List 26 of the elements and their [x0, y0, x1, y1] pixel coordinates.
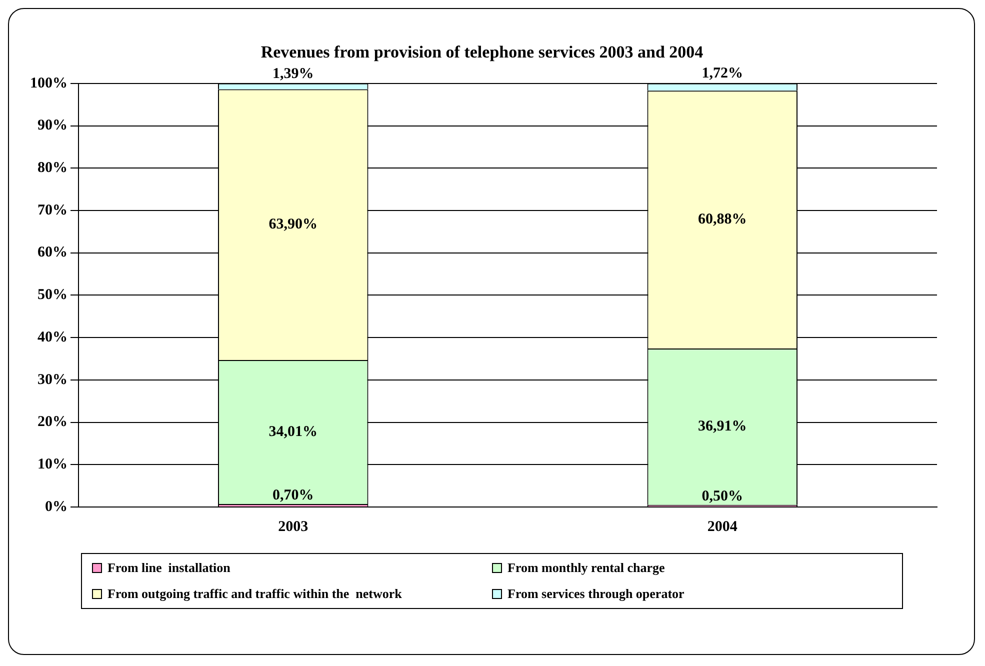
y-tick-label: 40%: [37, 329, 67, 346]
y-tick-label: 20%: [37, 414, 67, 430]
data-label: 0,70%: [272, 487, 314, 504]
y-tick-label: 70%: [37, 202, 67, 218]
x-tick-label: 2003: [278, 518, 308, 535]
y-tick-label: 80%: [37, 160, 67, 176]
data-label: 1,72%: [701, 66, 742, 82]
legend-label: From outgoing traffic and traffic within the network: [108, 586, 402, 602]
y-tick-label: 10%: [37, 456, 67, 473]
data-label: 1,39%: [272, 66, 314, 82]
legend-label: From line installation: [108, 560, 230, 576]
x-tick-label: 2004: [706, 518, 738, 535]
legend-label: From services through operator: [508, 586, 684, 602]
data-label: 36,91%: [698, 418, 746, 435]
y-tick-label: 100%: [30, 75, 67, 92]
data-label: 34,01%: [268, 424, 317, 440]
chart-title: Revenues from provision of telephone services 2003 and 2004: [260, 42, 704, 62]
data-label: 0,50%: [701, 488, 742, 504]
y-tick-label: 0%: [44, 498, 67, 515]
y-tick-label: 30%: [37, 372, 67, 388]
y-tick-label: 50%: [37, 287, 67, 304]
legend-label: From monthly rental charge: [508, 560, 665, 576]
data-label: 63,90%: [268, 216, 317, 233]
data-label: 60,88%: [698, 211, 746, 228]
y-tick-label: 60%: [37, 244, 67, 261]
y-tick-label: 90%: [37, 118, 67, 134]
